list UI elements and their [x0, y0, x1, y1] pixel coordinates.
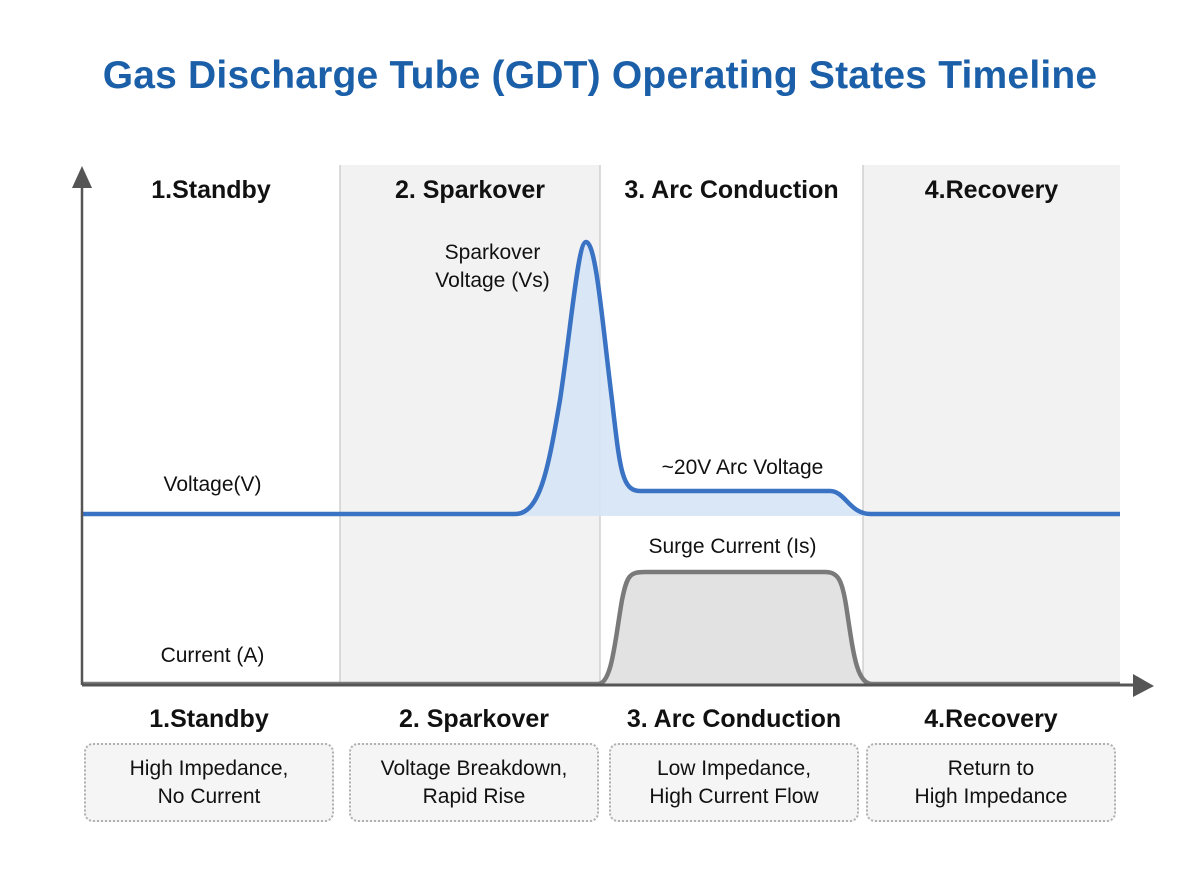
bottom-header-sparkover: 2. Sparkover	[398, 705, 550, 733]
phase-header-recovery: 4.Recovery	[924, 176, 1059, 204]
description-line1: Voltage Breakdown,	[380, 756, 568, 780]
panel-recovery	[863, 165, 1120, 685]
sparkover-label-line2: Voltage (Vs)	[435, 269, 550, 292]
x-axis-arrow-icon	[1133, 674, 1154, 697]
bottom-header-standby: 1.Standby	[149, 705, 269, 733]
description-line1: High Impedance,	[129, 756, 289, 780]
sparkover-label-line1: Sparkover	[444, 241, 541, 264]
phase-header-standby: 1.Standby	[151, 176, 271, 204]
bottom-header-recovery: 4.Recovery	[924, 705, 1058, 733]
phase-header-sparkover: 2. Sparkover	[394, 176, 546, 204]
voltage-curve	[82, 239, 1120, 517]
description-line2: High Current Flow	[649, 784, 819, 808]
sparkover-voltage-label: Sparkover Voltage (Vs)	[420, 239, 565, 295]
panel-standby	[82, 165, 340, 685]
surge-current-label: Surge Current (Is)	[648, 535, 817, 558]
description-line2: High Impedance	[914, 784, 1068, 808]
current-axis-label: Current (A)	[160, 644, 265, 667]
current-curve	[82, 569, 1120, 687]
description-line2: No Current	[157, 784, 261, 808]
description-line1: Low Impedance,	[656, 756, 812, 780]
arc-voltage-label: ~20V Arc Voltage	[661, 456, 824, 479]
phase-header-arc-conduction: 3. Arc Conduction	[624, 176, 839, 204]
description-box-sparkover: Voltage Breakdown, Rapid Rise	[349, 743, 599, 822]
description-line2: Rapid Rise	[422, 784, 526, 808]
bottom-header-arc-conduction: 3. Arc Conduction	[626, 705, 842, 733]
y-axis-arrow-icon	[72, 166, 92, 188]
voltage-area	[515, 242, 870, 516]
description-box-recovery: Return to High Impedance	[866, 743, 1116, 822]
page-title: Gas Discharge Tube (GDT) Operating State…	[102, 54, 1098, 97]
voltage-axis-label: Voltage(V)	[163, 473, 262, 496]
current-area	[598, 572, 872, 684]
description-box-standby: High Impedance, No Current	[84, 743, 334, 822]
description-box-arc-conduction: Low Impedance, High Current Flow	[609, 743, 859, 822]
description-line1: Return to	[947, 756, 1035, 780]
